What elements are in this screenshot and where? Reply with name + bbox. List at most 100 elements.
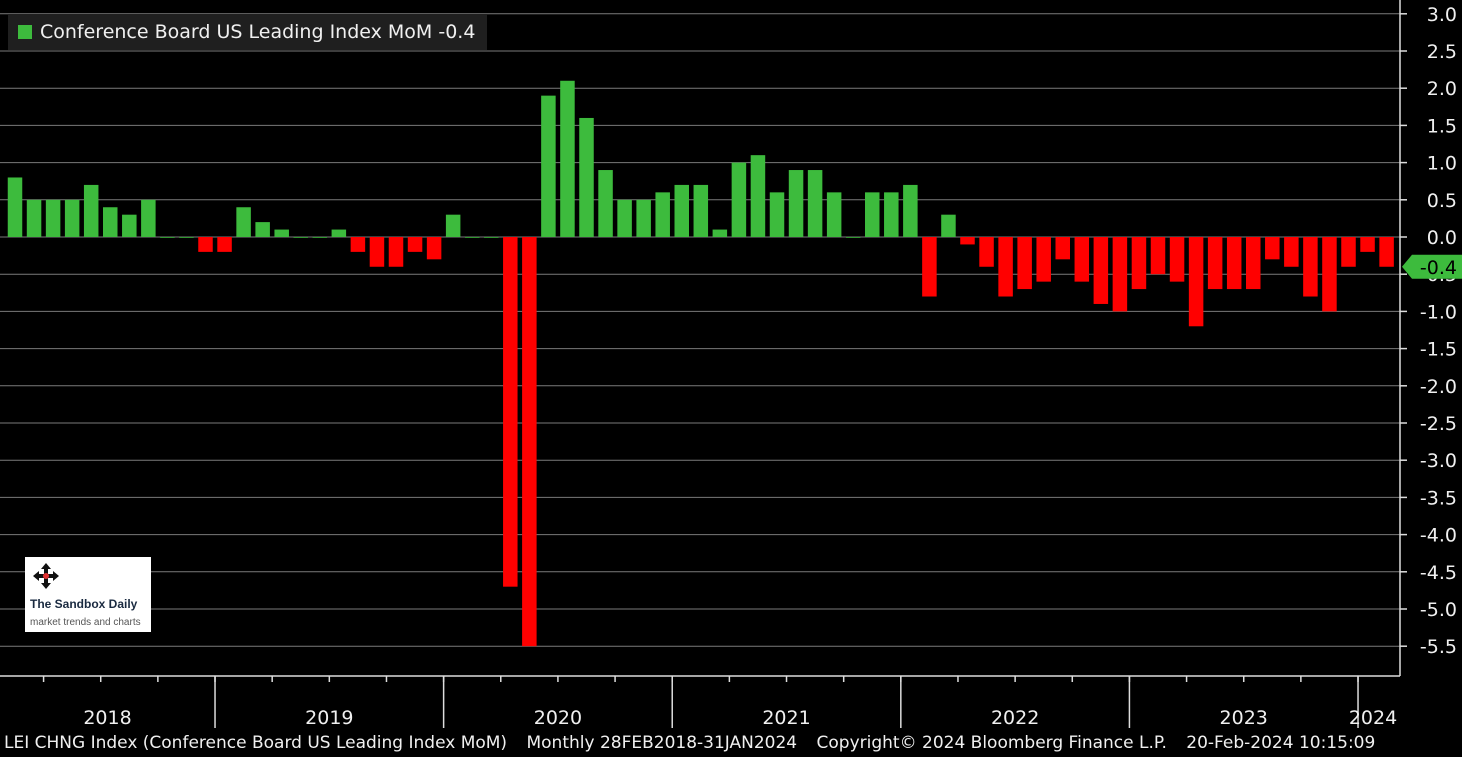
y-tick-label: -2.5: [1420, 413, 1457, 435]
bar: [998, 237, 1013, 297]
bar: [1131, 237, 1147, 290]
footer-copyright: Copyright© 2024 Bloomberg Finance L.P.: [816, 733, 1167, 753]
y-axis: 3.02.52.01.51.00.50.0-0.5-1.0-1.5-2.0-2.…: [1399, 0, 1462, 676]
bar: [693, 184, 709, 237]
x-year-label: 2018: [83, 707, 131, 729]
bar: [712, 229, 728, 237]
bar: [236, 207, 251, 237]
bar: [769, 192, 785, 237]
bar: [826, 192, 842, 237]
y-tick-label: -2.0: [1420, 376, 1457, 398]
bar: [407, 237, 423, 252]
bar: [464, 237, 480, 238]
bar: [7, 177, 23, 237]
bar: [674, 184, 689, 237]
footer: LEI CHNG Index (Conference Board US Lead…: [4, 733, 1389, 753]
bar: [922, 237, 937, 297]
bar: [560, 80, 575, 237]
x-year-label: 2020: [534, 707, 582, 729]
y-tick-label: 3.0: [1427, 4, 1457, 26]
y-tick-label: -1.0: [1420, 301, 1457, 323]
y-tick-label: 2.0: [1427, 78, 1457, 100]
bar: [1379, 237, 1394, 267]
bar: [941, 214, 956, 237]
bar: [122, 214, 137, 237]
bar: [255, 222, 270, 237]
bar: [1284, 237, 1299, 267]
y-tick-label: 0.5: [1427, 190, 1457, 212]
last-value-label: -0.4: [1420, 257, 1457, 279]
watermark-tagline: market trends and charts: [30, 617, 141, 628]
bar: [445, 214, 461, 237]
x-year-label: 2021: [762, 707, 810, 729]
bar: [369, 237, 385, 267]
bar: [598, 170, 613, 237]
y-tick-label: 1.0: [1427, 153, 1457, 175]
footer-ticker: LEI CHNG Index (Conference Board US Lead…: [4, 733, 508, 753]
y-tick-label: 2.5: [1427, 41, 1457, 63]
bar: [293, 237, 308, 238]
bar: [960, 237, 975, 245]
bar: [1055, 237, 1070, 260]
bar: [903, 184, 918, 237]
bar-series: [7, 80, 1394, 647]
y-tick-label: -1.5: [1420, 339, 1457, 361]
bar: [141, 199, 156, 237]
legend: Conference Board US Leading Index MoM -0…: [8, 14, 488, 50]
bar: [426, 237, 442, 260]
bar: [26, 199, 42, 237]
move-arrows-icon: [33, 563, 59, 589]
bar: [731, 162, 747, 237]
bar: [198, 237, 213, 252]
bar: [617, 199, 632, 237]
bar: [845, 237, 861, 238]
y-tick-label: -5.5: [1420, 636, 1457, 658]
footer-timestamp: 20-Feb-2024 10:15:09: [1186, 733, 1376, 753]
grid-lines: [0, 13, 1400, 647]
bar: [884, 192, 899, 237]
bar: [274, 229, 289, 237]
y-tick-label: -3.5: [1420, 487, 1457, 509]
bar: [1017, 237, 1032, 290]
bar: [1341, 237, 1356, 267]
y-tick-label: -3.0: [1420, 450, 1457, 472]
bar: [1036, 237, 1051, 282]
bar: [807, 170, 823, 237]
bar: [788, 170, 804, 237]
y-tick-label: -4.5: [1420, 562, 1457, 584]
bar: [179, 237, 194, 238]
bar: [979, 237, 994, 267]
bar: [522, 237, 537, 647]
watermark-logo: The Sandbox Daily market trends and char…: [25, 557, 151, 632]
bar: [1112, 237, 1128, 312]
x-year-label: 2023: [1220, 707, 1268, 729]
bar: [541, 95, 556, 237]
watermark-name: The Sandbox Daily: [30, 597, 138, 611]
bar: [484, 237, 499, 238]
y-tick-label: 1.5: [1427, 115, 1457, 137]
bar: [1303, 237, 1318, 297]
bar: [636, 199, 651, 237]
legend-swatch: [18, 25, 32, 39]
bar: [103, 207, 118, 237]
y-tick-label: 0.0: [1427, 227, 1457, 249]
bar: [1246, 237, 1261, 290]
bar: [579, 117, 594, 237]
bar: [217, 237, 232, 252]
bar: [1074, 237, 1090, 282]
bar: [750, 155, 766, 237]
y-tick-label: -4.0: [1420, 525, 1457, 547]
bar: [1093, 237, 1109, 304]
bar: [45, 199, 61, 237]
bar: [1265, 237, 1280, 260]
last-value-marker: [1402, 254, 1462, 279]
bar: [160, 237, 175, 238]
y-tick-label: -5.0: [1420, 599, 1457, 621]
bar: [350, 237, 366, 252]
x-year-label: 2024: [1349, 707, 1397, 729]
bar: [503, 237, 518, 587]
bar: [1360, 237, 1375, 252]
x-axis: 2018 2019 2020 2021 2022 2023 2024: [0, 675, 1400, 729]
x-year-label: 2019: [305, 707, 353, 729]
